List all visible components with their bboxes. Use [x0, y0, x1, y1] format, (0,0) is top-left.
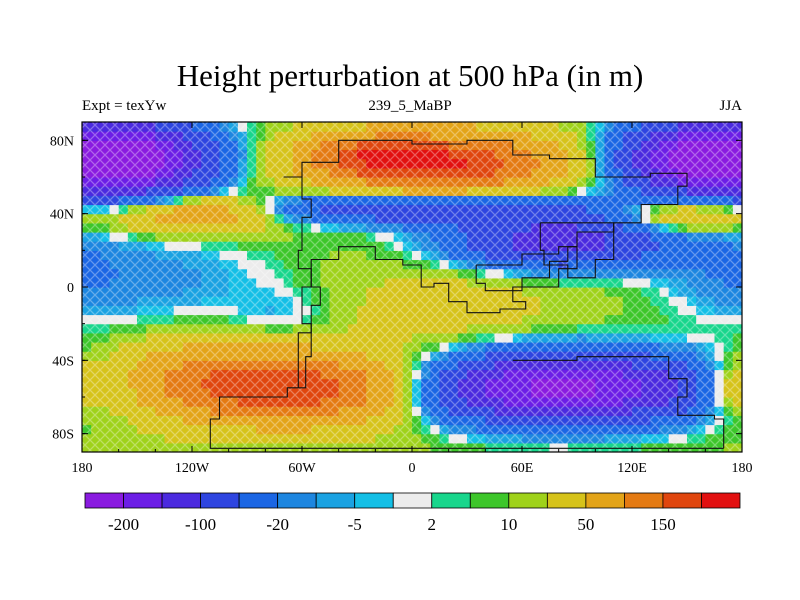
y-tick-label: 40N [50, 208, 74, 223]
colorbar-box [123, 492, 163, 509]
colorbar-box [354, 492, 394, 509]
colorbar-label: -20 [266, 515, 289, 534]
colorbar-box [508, 492, 548, 509]
x-tick-label: 60E [511, 461, 534, 476]
colorbar-box [701, 492, 741, 509]
coastline-north-landmass [209, 139, 724, 449]
colorbar-label: 150 [650, 515, 676, 534]
contour-hatch-overlay [82, 122, 742, 452]
y-tick-label: 80N [50, 134, 74, 149]
colorbar-box [238, 492, 279, 509]
colorbar-label: 2 [428, 515, 437, 534]
coastline-eastern-basin [539, 222, 615, 279]
x-tick-label: 0 [409, 461, 416, 476]
colorbar-box [624, 492, 664, 509]
colorbar-box [161, 492, 201, 509]
colorbar-label: 50 [577, 515, 594, 534]
colorbar-box [546, 492, 587, 509]
coastline-pacific-margin [283, 176, 321, 388]
colorbar-label: -5 [348, 515, 362, 534]
y-tick-label: 80S [52, 428, 74, 443]
colorbar-box [277, 492, 317, 509]
colorbar-label: 10 [500, 515, 517, 534]
colorbar-box [84, 492, 124, 509]
colorbar-box [315, 492, 356, 509]
colorbar-box [431, 492, 471, 509]
axis-ticks: 180 120W 60W 0 60E 120E 180 80N 40N 0 40S 80S [50, 122, 753, 476]
x-tick-label: 120W [175, 461, 210, 476]
colorbar-box [392, 492, 433, 509]
map-title: Height perturbation at 500 hPa (in m) [176, 58, 644, 93]
season-label: JJA [719, 98, 742, 114]
experiment-label: Expt = texYw [82, 98, 167, 114]
coastline-inland-basin [475, 246, 578, 292]
x-tick-label: 180 [72, 461, 93, 476]
x-tick-label: 60W [288, 461, 316, 476]
colorbar-box [200, 492, 240, 509]
case-label: 239_5_MaBP [368, 98, 452, 114]
coastline-layer [209, 139, 725, 449]
colorbar-label: -100 [185, 515, 216, 534]
y-tick-label: 0 [67, 281, 74, 296]
colorbar-box [662, 492, 702, 509]
colorbar-box [585, 492, 625, 509]
y-tick-label: 40S [52, 354, 74, 369]
colorbar-label: -200 [108, 515, 139, 534]
colorbar: -200 -100 -20 -5 2 10 50 150 [84, 492, 741, 534]
colorbar-box [469, 492, 510, 509]
x-tick-label: 120E [617, 461, 647, 476]
x-tick-label: 180 [732, 461, 753, 476]
coastline-southern-landmass [512, 356, 725, 449]
